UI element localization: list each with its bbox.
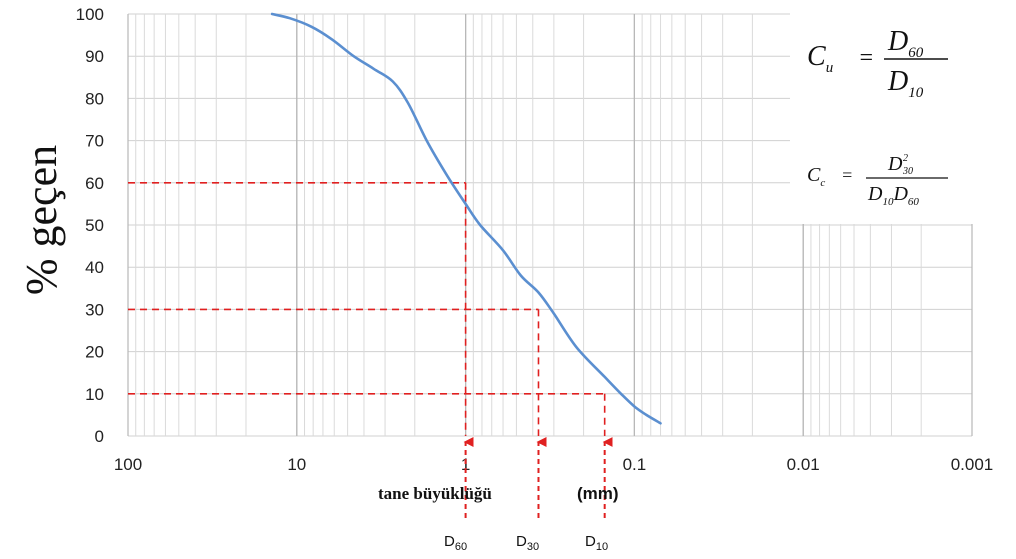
d60-label: D60 — [444, 533, 467, 553]
svg-text:Cc: Cc — [807, 164, 825, 189]
svg-text:30: 30 — [902, 166, 913, 177]
y-tick-labels: 0 10 20 30 40 50 60 70 80 90 100 — [76, 5, 104, 446]
x-axis-label: tane büyüklüğü — [378, 484, 492, 503]
x-tick-label: 0.01 — [787, 455, 820, 474]
svg-text:D30: D30 — [516, 533, 539, 553]
y-axis-label: % geçen — [17, 145, 66, 295]
svg-text:D10D60: D10D60 — [867, 183, 919, 208]
y-tick-label: 20 — [85, 343, 104, 362]
y-tick-label: 50 — [85, 216, 104, 235]
reference-lines — [128, 182, 613, 518]
x-axis-unit: (mm) — [577, 484, 619, 503]
svg-text:D10: D10 — [585, 533, 608, 553]
d30-label: D30 — [516, 533, 539, 553]
svg-text:Cu: Cu — [807, 41, 833, 76]
x-tick-label: 1 — [461, 455, 470, 474]
series-group — [270, 12, 662, 425]
svg-text:=: = — [858, 45, 874, 71]
y-tick-label: 70 — [85, 132, 104, 151]
y-tick-label: 30 — [85, 300, 104, 319]
svg-text:D60: D60 — [887, 26, 924, 61]
x-tick-labels: 100 10 1 0.1 0.01 0.001 — [114, 455, 993, 474]
svg-text:D: D — [887, 153, 903, 175]
y-tick-label: 80 — [85, 89, 104, 108]
formula-box — [790, 12, 980, 224]
x-tick-label: 10 — [287, 455, 306, 474]
y-tick-label: 0 — [95, 427, 104, 446]
cu-formula: Cu = D60 D10 — [807, 26, 948, 101]
svg-text:2: 2 — [903, 153, 908, 164]
d10-label: D10 — [585, 533, 608, 553]
y-tick-label: 90 — [85, 47, 104, 66]
x-tick-label: 0.001 — [951, 455, 994, 474]
y-tick-label: 40 — [85, 258, 104, 277]
svg-text:D60: D60 — [444, 533, 467, 553]
svg-text:=: = — [841, 165, 853, 185]
x-tick-label: 100 — [114, 455, 142, 474]
cc-formula: Cc = D 2 30 D10D60 — [807, 153, 948, 208]
y-tick-label: 10 — [85, 385, 104, 404]
x-tick-label: 0.1 — [623, 455, 647, 474]
svg-text:D10: D10 — [887, 66, 924, 101]
y-tick-label: 60 — [85, 174, 104, 193]
gradation-curve — [270, 12, 662, 425]
y-tick-label: 100 — [76, 5, 104, 24]
